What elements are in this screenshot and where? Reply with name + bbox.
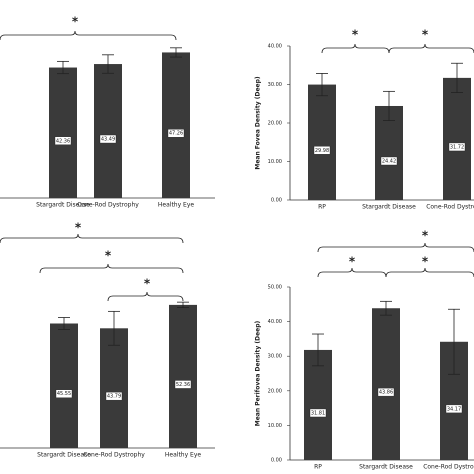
value-label-box: [448, 142, 466, 152]
significance-bracket: [107, 291, 184, 302]
x-tick-label: Healthy Eye: [158, 202, 195, 209]
value-label: 43.86: [379, 390, 393, 396]
value-label: 29.98: [315, 148, 329, 154]
significance-star: *: [75, 221, 82, 235]
x-tick-label: Cone-Rod Dystrophy: [426, 204, 474, 211]
y-tick-label: 0.00: [271, 458, 282, 464]
value-label-box: [174, 380, 192, 389]
y-tick-label: 20.00: [268, 121, 282, 127]
value-label: 43.79: [107, 394, 121, 400]
error-bar: [177, 301, 189, 309]
value-label-box: [377, 387, 395, 397]
value-label: 24.42: [382, 158, 396, 164]
x-tick-label: Healthy Eye: [165, 452, 202, 459]
bar: [308, 84, 336, 200]
significance-bracket: [317, 267, 387, 278]
bar: [50, 323, 78, 448]
error-bar: [383, 90, 395, 122]
y-tick-label: 0.00: [271, 198, 282, 204]
error-bar: [102, 54, 114, 74]
error-bar: [448, 308, 460, 375]
y-tick-label: 30.00: [268, 82, 282, 88]
significance-bracket: [0, 30, 177, 41]
error-bar: [451, 62, 463, 93]
value-label: 43.49: [101, 137, 115, 143]
y-tick-label: 10.00: [268, 423, 282, 429]
value-label-box: [313, 146, 331, 155]
value-label-box: [99, 134, 117, 144]
bar: [375, 105, 403, 200]
bar: [372, 308, 400, 460]
y-tick-label: 10.00: [268, 159, 282, 165]
bar: [304, 349, 332, 460]
significance-star: *: [422, 28, 429, 42]
value-label: 45.55: [57, 391, 71, 397]
value-label-box: [445, 404, 463, 414]
value-label: 52.36: [176, 382, 190, 388]
significance-star: *: [349, 255, 356, 269]
significance-star: *: [352, 28, 359, 42]
y-axis-label: Mean Perifovea Density (Deep): [255, 320, 262, 426]
significance-star: *: [72, 15, 79, 29]
bar: [94, 64, 122, 198]
bar: [169, 304, 197, 448]
y-tick-label: 40.00: [268, 319, 282, 325]
error-bar: [108, 310, 120, 346]
significance-bracket: [0, 233, 184, 244]
bar: [162, 52, 190, 198]
x-tick-label: RP: [314, 464, 322, 471]
value-label-box: [55, 389, 73, 398]
significance-bracket: [385, 267, 474, 278]
y-tick-label: 40.00: [268, 44, 282, 50]
value-label-box: [54, 136, 72, 145]
significance-bracket: [39, 263, 184, 274]
significance-bracket: [388, 43, 474, 54]
error-bar: [380, 300, 392, 316]
x-tick-label: Stargardt Disease: [362, 204, 416, 211]
significance-star: *: [144, 277, 151, 291]
significance-star: *: [105, 249, 112, 263]
x-tick-label: Cone-Rod Dystrophy: [83, 452, 145, 459]
y-tick-label: 50.00: [268, 285, 282, 291]
x-tick-label: Cone-Rod Dystrophy: [77, 202, 139, 209]
bar: [443, 77, 471, 200]
value-label-box: [309, 408, 327, 418]
y-axis-label: Mean Fovea Density (Deep): [255, 76, 262, 170]
error-bar: [57, 60, 69, 75]
error-bar: [170, 47, 182, 58]
y-tick-label: 30.00: [268, 354, 282, 360]
value-label-box: [380, 156, 398, 166]
x-tick-label: RP: [318, 204, 326, 211]
x-tick-label: Cone-Rod Dystrophy: [423, 464, 474, 471]
value-label-box: [167, 129, 185, 138]
value-label: 34.17: [447, 406, 461, 412]
value-label-box: [105, 391, 123, 401]
bar: [49, 67, 77, 199]
x-tick-label: Stargardt Disease: [37, 452, 91, 459]
error-bar: [316, 73, 328, 97]
x-tick-label: Stargardt Disease: [359, 464, 413, 471]
value-label: 47.26: [169, 131, 183, 137]
y-tick-label: 20.00: [268, 388, 282, 394]
significance-bracket: [317, 242, 474, 253]
x-tick-label: Stargardt Disease: [36, 202, 90, 209]
error-bar: [58, 317, 70, 330]
error-bar: [312, 333, 324, 367]
value-label: 42.36: [56, 138, 70, 144]
significance-star: *: [422, 255, 429, 269]
bar: [100, 328, 128, 448]
value-label: 31.72: [450, 144, 464, 150]
value-label: 31.81: [311, 410, 325, 416]
significance-bracket: [321, 43, 390, 54]
significance-star: *: [422, 229, 429, 243]
